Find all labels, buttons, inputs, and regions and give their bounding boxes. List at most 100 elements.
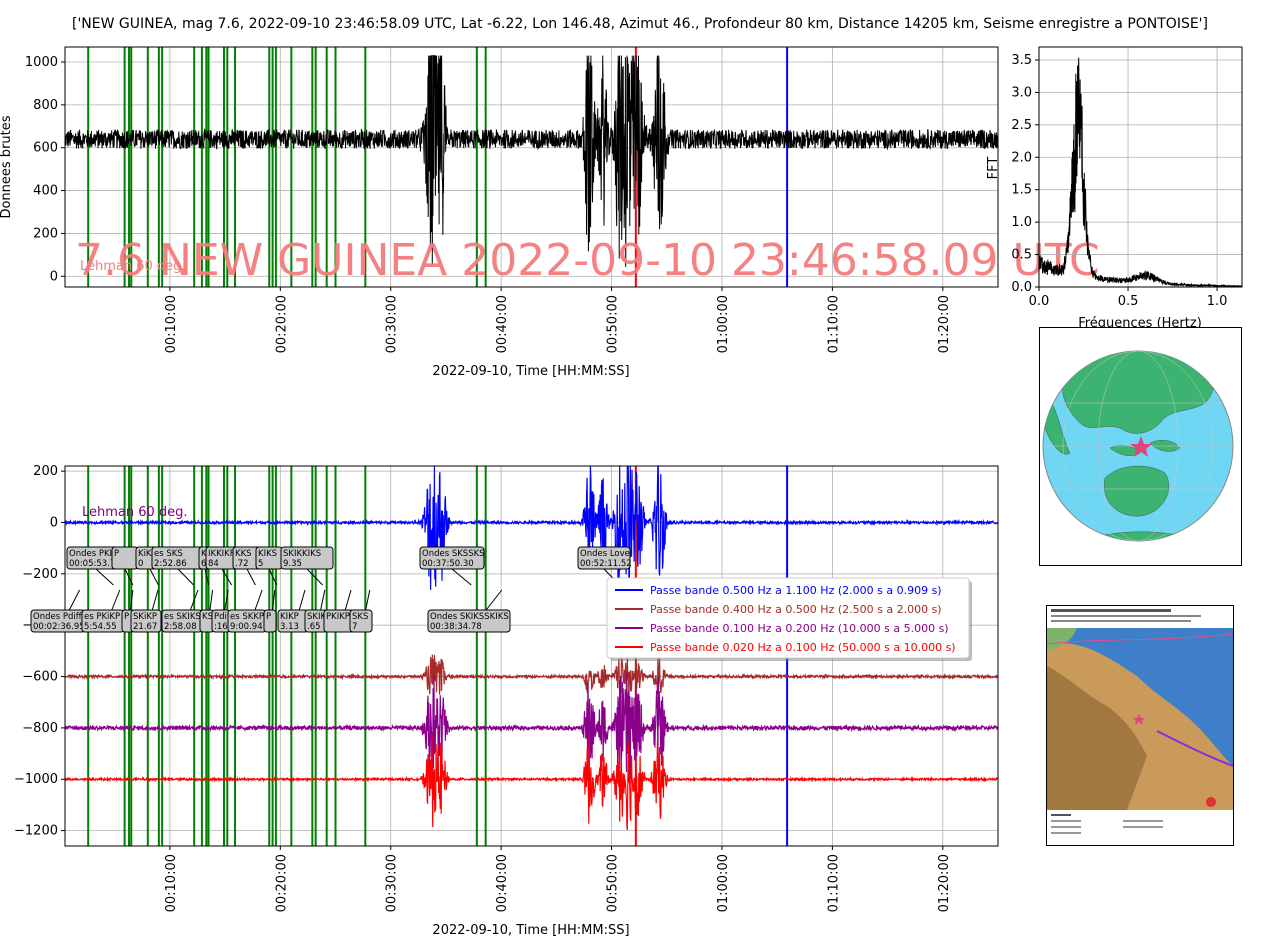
phase-name: IKKIKP	[208, 549, 235, 559]
filtered-trace-0	[64, 465, 999, 605]
x-tick-label: 00:20:00	[274, 854, 289, 912]
filtered-trace-3	[64, 733, 999, 830]
y-tick-label: 0.0	[1011, 280, 1032, 295]
y-tick-label: 0	[50, 269, 58, 284]
phase-time: 9.35	[283, 559, 302, 569]
fft-spectrum-trace	[1038, 57, 1243, 288]
filtered-axes-frame	[64, 465, 999, 847]
x-tick-label: 00:40:00	[495, 854, 510, 912]
filtered-x-ticks: 00:10:00 00:20:00 00:30:00 00:40:00 00:50:00…	[164, 846, 952, 912]
y-tick-label: 800	[33, 98, 58, 113]
x-tick-label: 0.0	[1029, 294, 1050, 309]
legend-label: Passe bande 0.400 Hz a 0.500 Hz (2.500 s…	[650, 603, 942, 616]
phase-box-lower: SKIKP.65	[304, 589, 331, 633]
x-tick-label: 00:10:00	[164, 295, 179, 353]
raw-waveform-panel: 0 200 400 600 800 1000 00:10:00 00:20:00 00:30:…	[0, 46, 1100, 379]
x-tick-label: 00:40:00	[495, 295, 510, 353]
fft-axes-frame	[1038, 46, 1243, 288]
epicenter-star-icon	[1130, 436, 1152, 457]
raw-x-ticks: 00:10:00 00:20:00 00:30:00 00:40:00 00:50:00…	[164, 287, 952, 353]
phase-box-lower: KS	[199, 589, 215, 633]
filtered-traces	[64, 465, 999, 830]
fft-x-ticks: 0.0 0.5 1.0	[1029, 287, 1228, 309]
phase-time: 84	[208, 559, 219, 569]
x-tick-label: 00:10:00	[164, 854, 179, 912]
phase-name: es PKiKP	[84, 612, 120, 622]
phase-name: SKiKP	[133, 612, 157, 622]
phase-time: 5	[258, 559, 263, 569]
phase-box-lower: Pdiff:16	[211, 589, 234, 633]
filtered-lehman-annotation: Lehman 60 deg.	[82, 505, 188, 520]
globe-indonesia	[1109, 445, 1141, 456]
raw-waveform-trace	[64, 55, 999, 267]
filtered-trace-1	[64, 651, 999, 699]
phase-time: :16	[214, 622, 228, 632]
phase-time: 7	[352, 622, 357, 632]
event-watermark: 7.6 NEW GUINEA 2022-09-10 23:46:58.09 UT…	[75, 235, 1100, 286]
y-tick-label: −200	[22, 567, 58, 582]
raw-axes-frame	[64, 46, 999, 288]
globe-antarctica	[1079, 531, 1206, 541]
epicenter-globe	[1039, 327, 1242, 566]
phase-time: 21.67	[133, 622, 157, 632]
phase-time: 9:00.94	[230, 622, 263, 632]
x-tick-label: 01:20:00	[937, 295, 952, 353]
x-tick-label: 1.0	[1207, 294, 1228, 309]
x-tick-label: 01:10:00	[826, 295, 841, 353]
x-tick-label: 0.5	[1118, 294, 1139, 309]
x-tick-label: 01:10:00	[826, 854, 841, 912]
phase-name: SKIKP	[307, 612, 331, 622]
phase-time: 3.13	[280, 622, 299, 632]
y-tick-label: 1.5	[1011, 183, 1032, 198]
phase-name: KKS	[235, 549, 252, 559]
y-tick-label: −1200	[14, 824, 58, 839]
y-tick-label: 2.0	[1011, 150, 1032, 165]
phase-time: 00:02:36.95	[33, 622, 85, 632]
raw-lehman-annotation: Lehman 60 deg.	[80, 259, 186, 274]
phase-name: SKIKKIKS	[283, 549, 321, 559]
x-tick-label: 00:50:00	[606, 854, 621, 912]
phase-name: KIKS	[258, 549, 277, 559]
y-tick-label: 3.5	[1011, 53, 1032, 68]
figure-title: ['NEW GUINEA, mag 7.6, 2022-09-10 23:46:…	[72, 16, 1208, 32]
phase-time: 5:54.55	[84, 622, 117, 632]
filtered-trace-2	[64, 672, 999, 785]
y-tick-label: −1000	[14, 772, 58, 787]
phase-time: 0	[138, 559, 143, 569]
phase-time: .65	[307, 622, 321, 632]
phase-box-upper: KKS.72	[232, 546, 262, 586]
y-tick-label: 3.0	[1011, 85, 1032, 100]
x-tick-label: 00:20:00	[274, 295, 289, 353]
phase-name: es SKKP	[230, 612, 264, 622]
y-tick-label: −800	[22, 721, 58, 736]
y-tick-label: 200	[33, 226, 58, 241]
legend-label: Passe bande 0.100 Hz a 0.200 Hz (10.000 …	[650, 622, 949, 635]
x-tick-label: 00:30:00	[385, 854, 400, 912]
phase-name: SKS	[352, 612, 368, 622]
phase-name: Ondes SKIKSSKIKS	[430, 612, 509, 622]
emsc-map-thumbnail	[1046, 605, 1234, 846]
x-tick-label: 01:00:00	[716, 295, 731, 353]
fft-y-ticks: 0.0 0.5 1.0 1.5 2.0 2.5 3.0 3.5	[1011, 53, 1039, 295]
phase-time: 2:52.86	[154, 559, 187, 569]
phase-name: Ondes SKSSKS	[422, 549, 485, 559]
legend: Passe bande 0.500 Hz a 1.100 Hz (2.000 s…	[606, 577, 972, 661]
raw-x-label: 2022-09-10, Time [HH:MM:SS]	[432, 364, 629, 379]
legend-label: Passe bande 0.500 Hz a 1.100 Hz (2.000 s…	[650, 584, 942, 597]
phase-name: KIKP	[280, 612, 299, 622]
filtered-x-label: 2022-09-10, Time [HH:MM:SS]	[432, 923, 629, 938]
phase-time: 00:38:34.78	[430, 622, 482, 632]
phase-name: Ondes PKIKP	[69, 549, 123, 559]
phase-name: es SKIKS	[164, 612, 201, 622]
